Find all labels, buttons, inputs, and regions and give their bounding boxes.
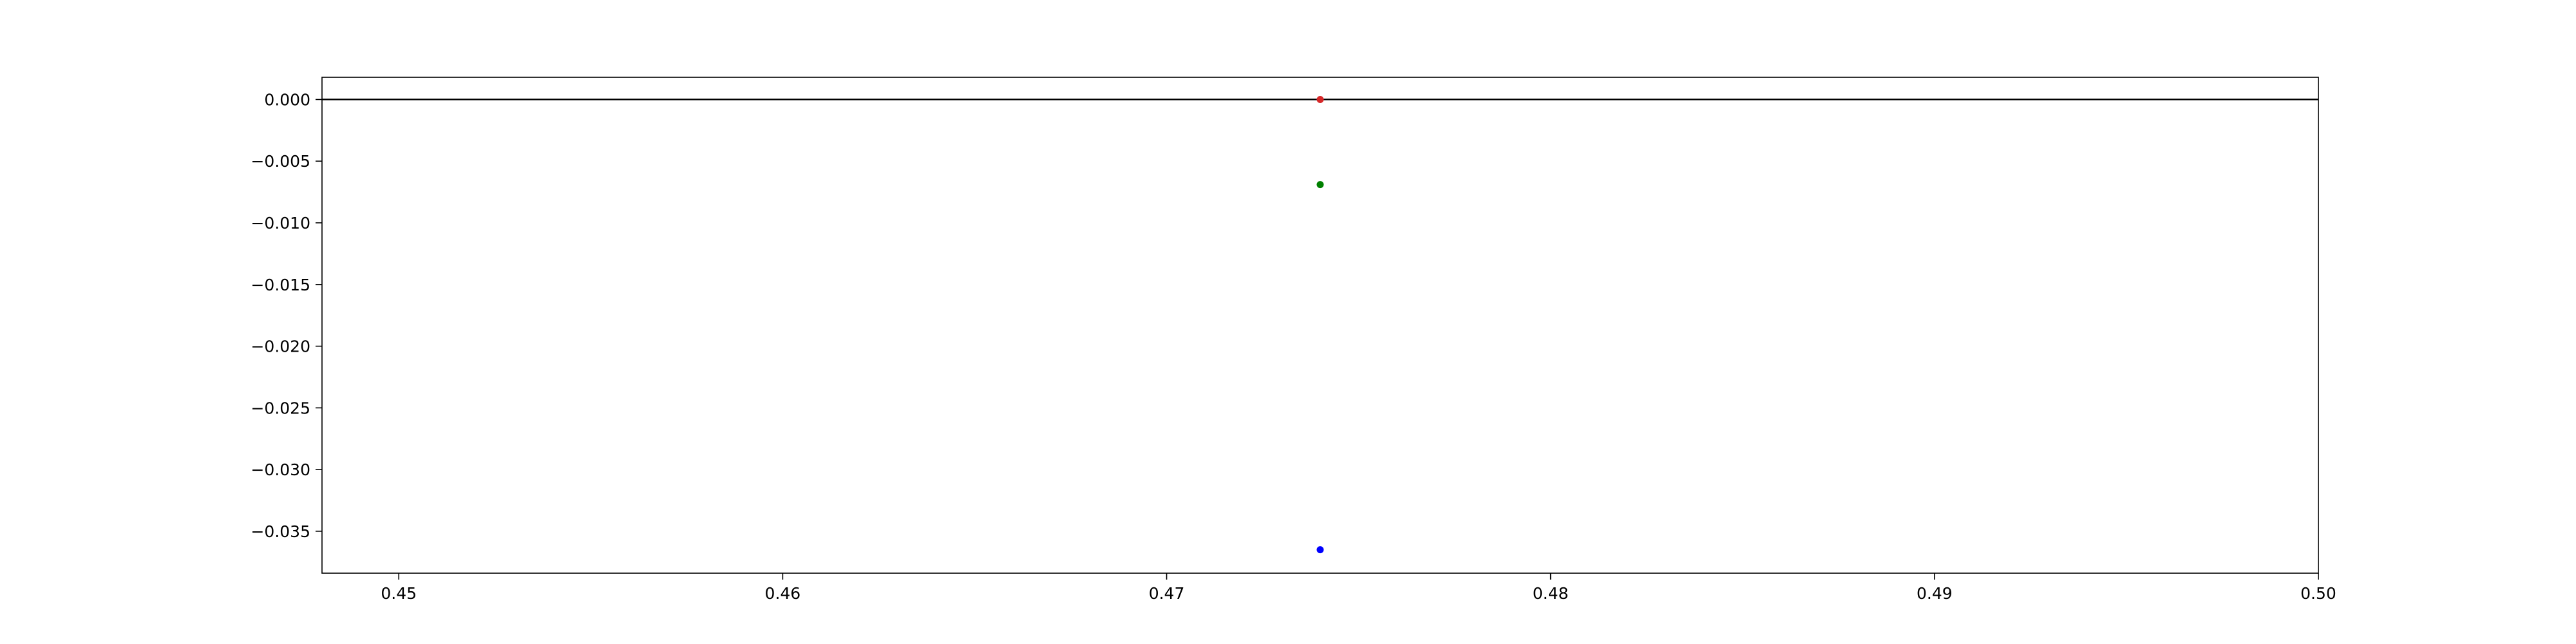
y-tick-label: −0.025 [251, 399, 310, 417]
x-axis: 0.45 0.46 0.47 0.48 0.49 0.50 [381, 573, 2336, 603]
y-tick-label: −0.015 [251, 276, 310, 294]
x-tick-label: 0.47 [1149, 584, 1185, 603]
y-tick-label: −0.030 [251, 460, 310, 479]
y-tick-label: −0.005 [251, 152, 310, 171]
x-tick-label: 0.49 [1917, 584, 1953, 603]
x-tick-label: 0.50 [2300, 584, 2336, 603]
x-tick-label: 0.48 [1533, 584, 1569, 603]
plot-frame [321, 77, 2319, 574]
x-tick-label: 0.45 [381, 584, 417, 603]
y-tick-label: −0.035 [251, 522, 310, 541]
y-tick-label: −0.010 [251, 214, 310, 232]
data-point [1316, 95, 1324, 103]
y-axis: 0.000 −0.005 −0.010 −0.015 −0.020 −0.025 −0.03… [251, 90, 322, 541]
data-point [1316, 181, 1324, 189]
y-tick-label: −0.020 [251, 337, 310, 356]
x-tick-label: 0.46 [765, 584, 801, 603]
y-tick-label: 0.000 [264, 90, 310, 109]
data-point [1316, 546, 1324, 554]
data-points [1316, 95, 1324, 554]
